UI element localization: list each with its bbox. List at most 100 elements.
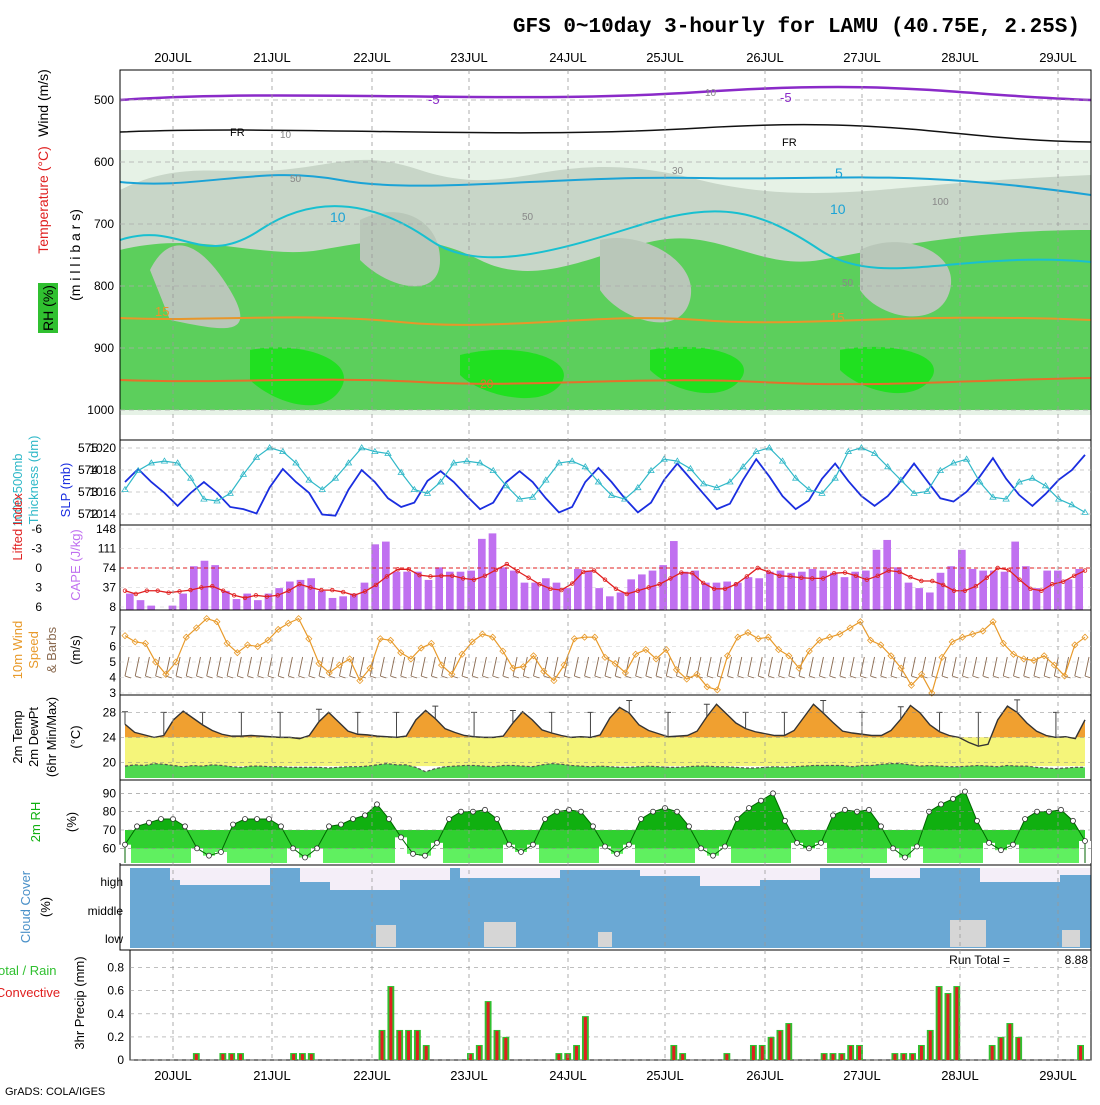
cape-bar-63	[798, 571, 806, 610]
cape-bar-25	[392, 571, 401, 610]
li-point-50	[668, 576, 673, 581]
li-point-82	[1017, 577, 1022, 582]
wind-barb-shaft-36	[492, 656, 498, 677]
precip-conv-bar-80	[840, 1054, 844, 1060]
wind-barb-flag-48	[615, 675, 622, 679]
li-tick--6: -6	[31, 522, 42, 536]
thickness-point-39	[634, 483, 642, 491]
date-bottom-22JUL: 22JUL	[353, 1068, 391, 1083]
rh-point-10	[242, 816, 248, 822]
wind-barb-flag-11	[237, 675, 244, 679]
wind10-point-68	[815, 636, 824, 644]
wind10-point-22	[346, 655, 354, 663]
li-point-42	[580, 569, 586, 575]
wind10-point-89	[1030, 656, 1038, 665]
cape-bar-39	[542, 578, 550, 610]
thickness-point-12	[279, 447, 287, 454]
precip-conv-bar-48	[557, 1054, 561, 1060]
ylabel-rh-units: (%)	[64, 812, 79, 832]
thickness-point-7	[213, 497, 221, 504]
cape-bar-21	[350, 593, 358, 610]
cape-bar-4	[168, 605, 177, 610]
li-point-9	[220, 588, 226, 593]
cape-bar-41	[563, 588, 571, 610]
precip-conv-bar-40	[486, 1002, 490, 1060]
cape-bar-59	[755, 578, 763, 610]
date-bottom-27JUL: 27JUL	[843, 1068, 881, 1083]
rh-point-72	[986, 839, 992, 846]
dewpt-line	[124, 763, 1085, 773]
wind-barb-shaft-9	[216, 656, 222, 677]
ylabel-temp-units: (°C)	[68, 725, 83, 748]
cape-bar-1	[136, 600, 145, 610]
pressure-tick-1000: 1000	[87, 403, 114, 417]
wind-barb-shaft-37	[502, 656, 508, 677]
wind-barb-shaft-22	[349, 656, 355, 677]
cape-bar-15	[286, 581, 294, 610]
contour-minus5	[120, 85, 1091, 102]
li-line	[124, 563, 1086, 599]
wind-barb-flag-91	[1054, 675, 1061, 679]
li-point-11	[242, 595, 248, 601]
wind-barb-flag-89	[1033, 675, 1041, 679]
thickness-point-61	[923, 487, 931, 494]
cape-bar-64	[808, 568, 817, 610]
wind10-point-21	[335, 661, 344, 669]
wind10-point-83	[969, 630, 977, 638]
wind-barb-shaft-82	[962, 656, 967, 677]
wind10-point-3	[152, 658, 160, 666]
rh-point-21	[374, 801, 380, 808]
cape-bar-75	[926, 592, 934, 610]
rh-gap-42	[623, 844, 635, 863]
wind10-point-87	[1009, 650, 1018, 658]
rh-tick-80: 80	[103, 805, 117, 819]
wind10-panel: 7 65 43 10m Wind Speed & Barbs (m/s)	[10, 609, 1092, 700]
wind10-point-90	[1040, 652, 1048, 660]
li-tick--3: -3	[31, 542, 42, 556]
thickness-point-49	[765, 444, 774, 451]
li-point-66	[842, 570, 848, 575]
li-point-45	[613, 586, 619, 591]
cape-bar-28	[424, 579, 433, 610]
precip-conv-bar-28	[380, 1030, 384, 1060]
wind10-point-20	[325, 669, 333, 677]
cape-bar-0	[126, 593, 134, 610]
wind-barb-shaft-19	[318, 656, 324, 677]
wind-barb-flag-74	[880, 675, 887, 679]
cape-bar-23	[371, 544, 379, 610]
wind-barb-flag-5	[175, 675, 183, 679]
ylabel-10m-wind: 10m Wind	[10, 621, 25, 680]
wind10-point-60	[734, 633, 742, 641]
wind-barb-flag-77	[911, 675, 918, 679]
precip-tick-0.2: 0.2	[107, 1030, 124, 1044]
wind-barb-flag-59	[727, 675, 734, 679]
date-bottom-21JUL: 21JUL	[253, 1068, 291, 1083]
wind10-point-30	[427, 639, 435, 647]
wind-barb-flag-49	[625, 675, 632, 679]
slp-line	[124, 454, 1086, 517]
wind10-point-86	[999, 639, 1007, 647]
thickness-point-2	[147, 459, 156, 466]
rh-gap-8	[215, 852, 227, 863]
rh-gap-40	[599, 846, 611, 863]
rh-gap-48	[695, 848, 707, 863]
wind10-point-43	[560, 661, 568, 669]
wind-barb-flag-37	[502, 675, 510, 679]
wind-barb-shaft-71	[849, 656, 855, 677]
date-top-28JUL: 28JUL	[941, 50, 979, 65]
rh-gap-24	[407, 853, 419, 863]
wind-barb-flag-51	[645, 675, 652, 679]
rh-gap-25	[419, 855, 431, 863]
rh-point-41	[614, 850, 620, 857]
wind-barb-shaft-79	[931, 656, 937, 677]
thickness-tick-572: 572	[78, 507, 98, 521]
li-point-2	[144, 588, 150, 593]
cape-bar-55	[712, 582, 721, 610]
wind10-point-46	[591, 633, 599, 641]
rh-point-56	[794, 839, 800, 846]
contour-label-15: 50	[522, 212, 534, 223]
li-point-41	[570, 581, 575, 586]
rh-point-68	[938, 801, 944, 808]
wind-barb-flag-92	[1064, 675, 1071, 679]
